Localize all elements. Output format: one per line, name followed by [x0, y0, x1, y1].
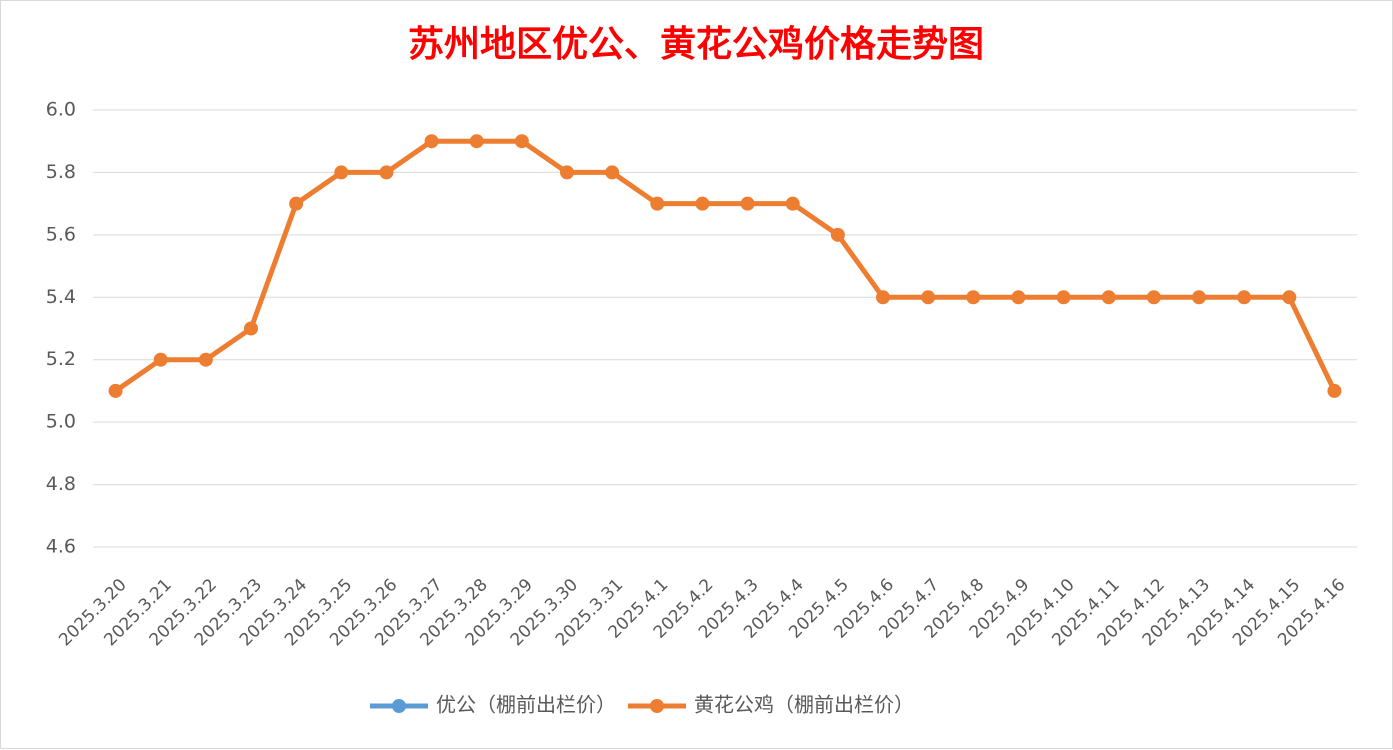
y-tick-label: 5.4 [46, 286, 76, 308]
point [830, 227, 845, 242]
point [424, 134, 439, 149]
point [605, 165, 620, 180]
point [379, 165, 394, 180]
point [785, 196, 800, 211]
point [153, 352, 168, 367]
legend-marker [392, 699, 406, 713]
point [1101, 290, 1116, 305]
point [469, 134, 484, 149]
point [966, 290, 981, 305]
legend-marker [650, 699, 664, 713]
point [650, 196, 665, 211]
y-tick-label: 6.0 [46, 99, 76, 121]
y-tick-label: 5.0 [46, 411, 76, 433]
point [244, 321, 258, 336]
legend-label: 黄花公鸡（棚前出栏价） [694, 693, 914, 717]
point [108, 383, 123, 398]
point [1327, 383, 1342, 398]
point [921, 290, 936, 305]
point [876, 290, 890, 305]
point [334, 165, 349, 180]
legend-label: 优公（棚前出栏价） [436, 693, 616, 717]
point [1011, 290, 1026, 305]
y-tick-label: 5.8 [46, 161, 76, 183]
point [695, 196, 710, 211]
point [1146, 290, 1161, 305]
y-tick-label: 5.6 [46, 223, 76, 245]
point [1056, 290, 1071, 305]
chart-title: 苏州地区优公、黄花公鸡价格走势图 [408, 23, 984, 65]
point [198, 352, 213, 367]
point [560, 165, 574, 180]
y-tick-label: 4.8 [46, 473, 76, 495]
point [514, 134, 529, 149]
point [1237, 290, 1252, 305]
y-tick-label: 5.2 [46, 348, 76, 370]
point [1282, 290, 1297, 305]
point [1192, 290, 1206, 305]
point [740, 196, 755, 211]
y-tick-label: 4.6 [46, 536, 76, 558]
series-line [114, 138, 1337, 393]
point [289, 196, 304, 211]
